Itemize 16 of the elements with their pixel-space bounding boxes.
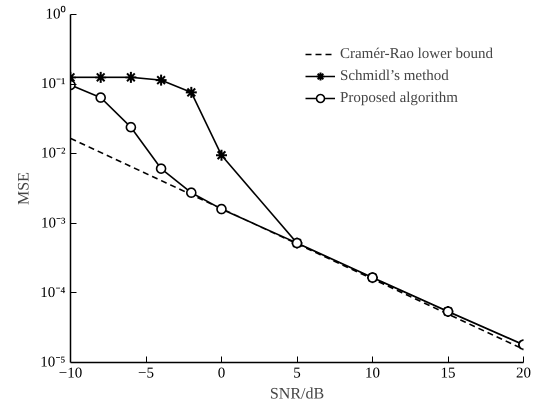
- y-tick-label: 10⁻²: [41, 146, 66, 162]
- x-tick-label: −5: [138, 366, 154, 382]
- x-tick-label: 5: [293, 366, 301, 382]
- legend-label: Proposed algorithm: [340, 90, 458, 106]
- legend-label: Schmidl’s method: [340, 68, 449, 84]
- x-tick-label: 15: [440, 366, 456, 382]
- x-tick-label: 10: [365, 366, 380, 382]
- x-axis-title: SNR/dB: [270, 386, 324, 402]
- y-tick-label: 10⁻¹: [41, 76, 66, 92]
- y-axis-title: MSE: [15, 172, 32, 205]
- y-tick-label: 10⁰: [46, 6, 66, 22]
- x-tick-label: 20: [516, 366, 531, 382]
- y-tick-label: 10⁻⁴: [40, 284, 66, 301]
- y-tick-label: 10⁻³: [41, 215, 66, 232]
- legend-label: Cramér-Rao lower bound: [340, 46, 493, 62]
- x-tick-label: 0: [218, 366, 226, 382]
